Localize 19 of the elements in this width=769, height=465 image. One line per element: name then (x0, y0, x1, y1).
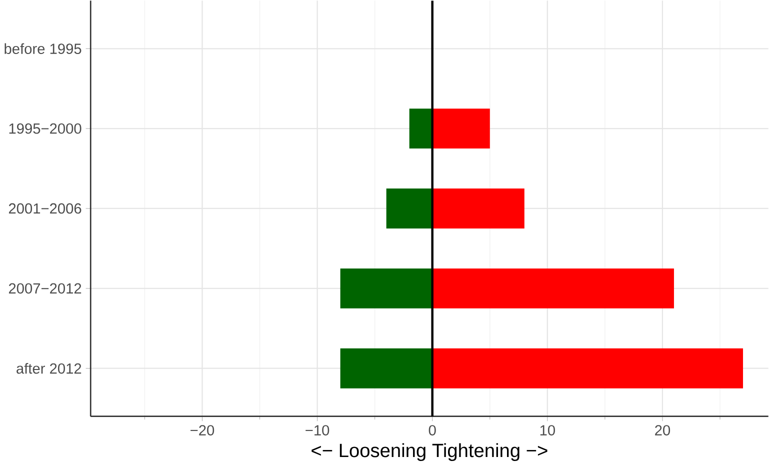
bar (432, 268, 674, 309)
x-tick-label: −10 (306, 425, 330, 436)
y-tick-label: after 2012 (16, 363, 82, 374)
x-tick-label: −20 (190, 425, 214, 436)
bar (432, 348, 744, 388)
y-tick-label: before 1995 (4, 43, 82, 54)
y-tick-label: 1995−2000 (9, 123, 82, 134)
bar (409, 108, 432, 149)
bar (386, 188, 432, 229)
x-tick-label: 10 (540, 425, 555, 436)
y-tick-label: 2001−2006 (8, 203, 82, 214)
x-axis-title: <− Loosening Tightening −> (312, 443, 548, 462)
bar (340, 268, 432, 309)
bar (432, 108, 490, 149)
bar (432, 188, 524, 229)
x-tick-label: 0 (428, 425, 436, 436)
x-tick-label: 20 (655, 425, 670, 436)
y-tick-label: 2007−2012 (8, 283, 82, 294)
bar (340, 348, 432, 388)
